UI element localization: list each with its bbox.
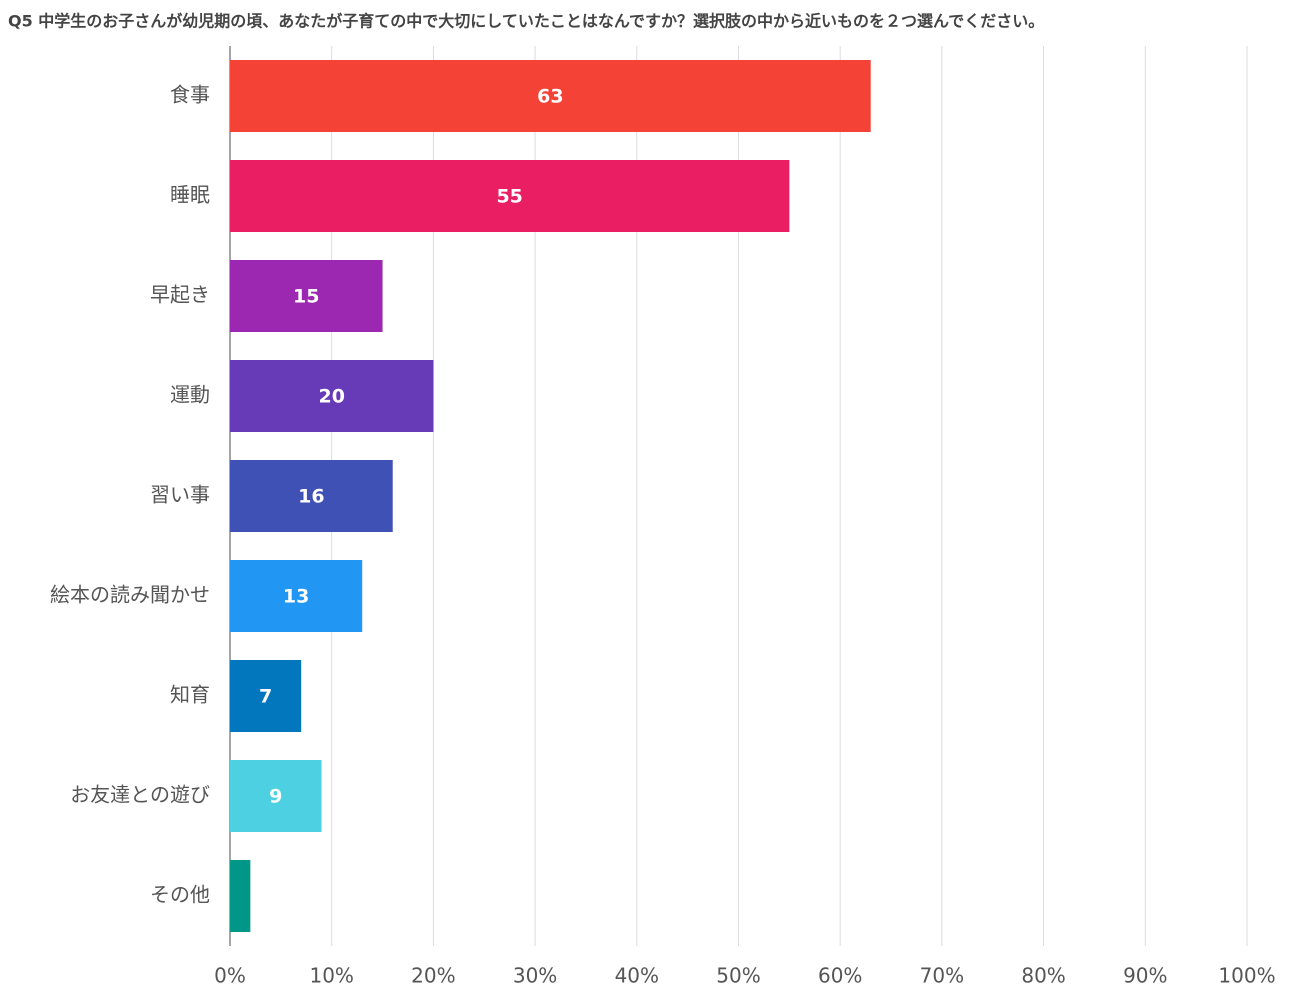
value-label: 16	[298, 486, 324, 508]
x-tick-label: 50%	[716, 964, 760, 988]
value-label: 7	[259, 686, 272, 708]
x-tick-label: 70%	[920, 964, 964, 988]
x-tick-label: 10%	[309, 964, 353, 988]
bar	[230, 860, 251, 932]
value-label: 63	[537, 86, 563, 108]
bar	[230, 560, 363, 632]
y-tick-label: お友達との遊び	[70, 783, 210, 807]
x-tick-label: 40%	[615, 964, 659, 988]
bar	[230, 660, 302, 732]
x-tick-label: 30%	[513, 964, 557, 988]
x-tick-label: 90%	[1123, 964, 1167, 988]
value-label: 9	[269, 786, 282, 808]
bar	[230, 460, 393, 532]
value-label: 13	[283, 586, 309, 608]
y-tick-label: 睡眠	[170, 183, 210, 207]
value-label: 55	[496, 186, 522, 208]
y-tick-label: 早起き	[150, 283, 210, 307]
bar	[230, 760, 322, 832]
x-tick-label: 100%	[1218, 964, 1275, 988]
y-tick-label: 絵本の読み聞かせ	[50, 583, 210, 607]
bar	[230, 360, 434, 432]
value-label: 20	[318, 386, 344, 408]
y-tick-label: その他	[150, 883, 210, 907]
bar	[230, 60, 871, 132]
y-tick-label: 運動	[170, 383, 210, 407]
x-tick-label: 60%	[818, 964, 862, 988]
bar	[230, 160, 790, 232]
y-tick-label: 知育	[170, 683, 210, 707]
y-tick-label: 食事	[170, 83, 210, 107]
x-tick-label: 20%	[411, 964, 455, 988]
bar	[230, 260, 383, 332]
value-label: 15	[293, 286, 319, 308]
y-tick-label: 習い事	[150, 483, 210, 507]
x-tick-label: 80%	[1021, 964, 1065, 988]
x-tick-label: 0%	[214, 964, 246, 988]
chart-title: Q5 中学生のお子さんが幼児期の頃、あなたが子育ての中で大切にしていたことはなん…	[8, 12, 1044, 31]
